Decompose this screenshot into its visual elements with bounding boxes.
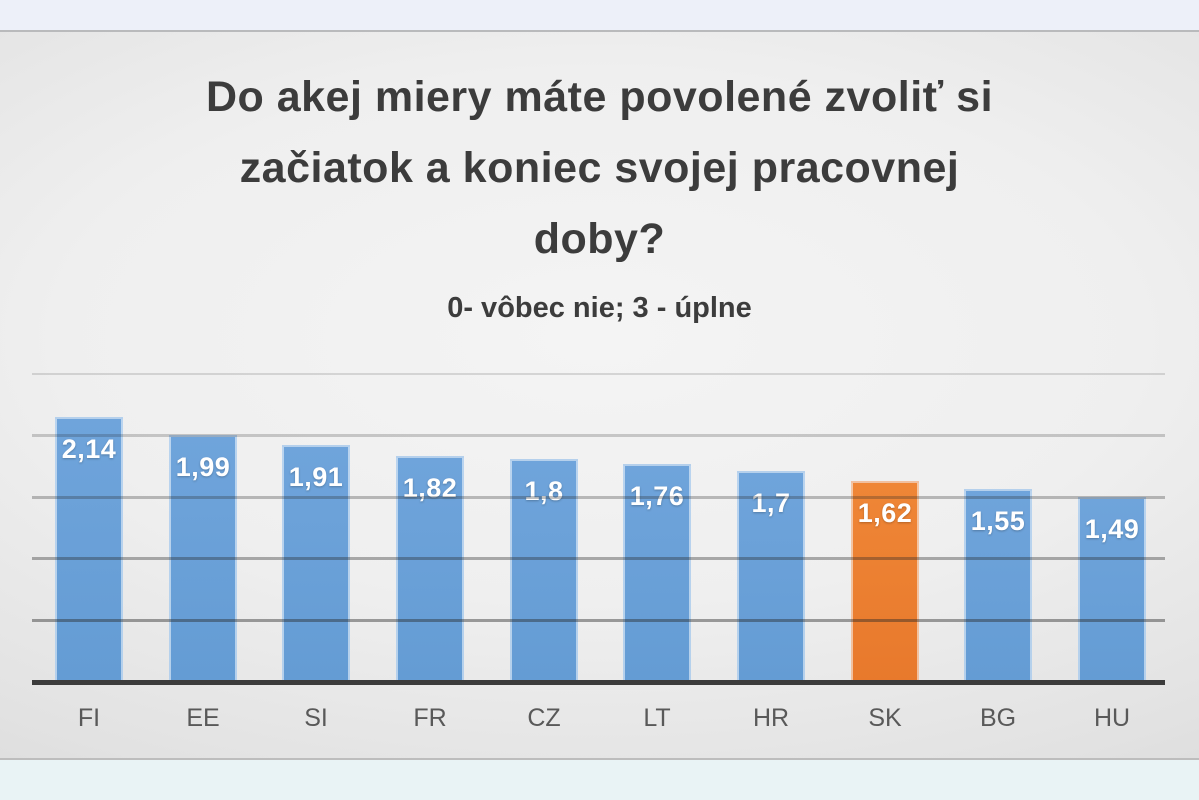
bar-value-label: 1,91 <box>288 462 344 492</box>
chart-title: Do akej miery máte povolené zvoliť si za… <box>0 62 1199 275</box>
bar-value-label: 1,49 <box>1084 514 1140 544</box>
chart-subtitle: 0- vôbec nie; 3 - úplne <box>447 292 752 324</box>
bar-value-label: 1,82 <box>402 473 458 503</box>
bar-value-label: 1,7 <box>751 488 791 518</box>
category-label-sk: SK <box>868 704 902 732</box>
bar-value-label: 2,14 <box>61 434 117 464</box>
category-label-hr: HR <box>752 704 790 732</box>
category-label-fi: FI <box>77 704 101 732</box>
chart-title-line-1: Do akej miery máte povolené zvoliť si <box>205 73 994 121</box>
chart-title-line-2: začiatok a koniec svojej pracovnej <box>239 144 960 192</box>
gridline <box>32 619 1165 622</box>
bar-chart-plot: 2,14 FI 1,99 EE 1,91 SI 1,82 FR 1,8 CZ 1,76 LT 1,7 HR… <box>32 32 1165 758</box>
category-label-si: SI <box>304 704 328 732</box>
bar-value-label: 1,55 <box>970 506 1026 536</box>
category-label-fr: FR <box>413 704 447 732</box>
bar-hr: 1,7 <box>737 471 805 683</box>
bottom-strip <box>0 760 1199 800</box>
bar-hu: 1,49 <box>1078 497 1146 683</box>
bar-value-label: 1,99 <box>175 452 231 482</box>
category-label-cz: CZ <box>527 704 561 732</box>
bar-value-label: 1,76 <box>629 481 685 511</box>
category-label-hu: HU <box>1093 704 1131 732</box>
category-label-ee: EE <box>186 704 220 732</box>
top-strip <box>0 0 1199 32</box>
bar-value-label: 1,8 <box>524 476 564 506</box>
bar-fr: 1,82 <box>396 456 464 683</box>
gridline <box>32 373 1165 375</box>
bar-bg: 1,55 <box>964 489 1032 683</box>
bar-fi: 2,14 <box>55 417 123 683</box>
bar-ee: 1,99 <box>169 435 237 683</box>
gridline <box>32 557 1165 560</box>
slide-canvas: Do akej miery máte povolené zvoliť si za… <box>0 32 1199 760</box>
x-axis-line <box>32 680 1165 685</box>
chart-title-line-3: doby? <box>533 215 666 263</box>
bar-si: 1,91 <box>282 445 350 683</box>
bar-value-label: 1,62 <box>857 498 913 528</box>
category-label-lt: LT <box>643 704 671 732</box>
category-label-bg: BG <box>979 704 1017 732</box>
bar-lt: 1,76 <box>623 464 691 683</box>
gridline <box>32 434 1165 437</box>
bar-sk: 1,62 <box>851 481 919 683</box>
bar-cz: 1,8 <box>510 459 578 683</box>
gridline <box>32 496 1165 499</box>
